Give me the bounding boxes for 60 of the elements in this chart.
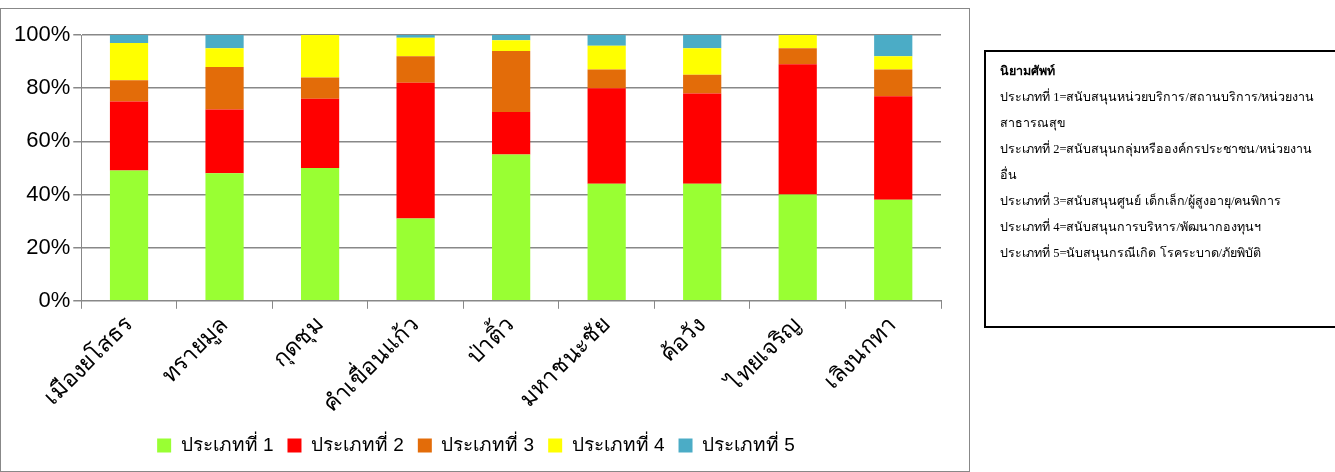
y-tick-label: 100% (13, 21, 71, 47)
bar (778, 48, 817, 65)
bar (492, 40, 531, 51)
bar (874, 56, 913, 70)
bar (683, 183, 722, 301)
bar (109, 101, 149, 171)
bar (396, 35, 435, 38)
text: ประเภทที่ 2=สนับสนุนกลุ่มหรือองค์กรประชาชน/หน่วยงานอื่น (1000, 139, 1313, 184)
y-tick-label: 60% (26, 127, 71, 153)
bar (778, 194, 817, 301)
legend-label: ประเภทที่ 3 (441, 430, 535, 455)
bar (587, 88, 626, 184)
bar (205, 173, 244, 301)
bar (874, 199, 913, 301)
bar (683, 93, 722, 184)
bar (205, 48, 244, 67)
legend-label: ประเภทที่ 1 (180, 430, 274, 455)
bar (874, 35, 913, 57)
bar (587, 183, 626, 301)
bar (396, 37, 435, 57)
bar (492, 35, 531, 41)
bar (109, 80, 149, 102)
bar (683, 35, 722, 49)
bar (109, 42, 149, 81)
legend-label: ประเภทที่ 5 (702, 430, 795, 455)
bar (683, 74, 722, 94)
bar (778, 35, 817, 49)
bar (492, 154, 531, 301)
bar (587, 45, 626, 70)
bar (492, 112, 531, 155)
bar (205, 66, 244, 110)
legend-label: ประเภทที่ 4 (571, 430, 665, 455)
y-tick-label: 0% (38, 286, 71, 312)
bar (778, 64, 817, 195)
text: ประเภทที่ 1=สนับสนุนหน่วยบริการ/สถานบริการ/หน่วยงานสาธารณสุข (1000, 87, 1316, 133)
bar (205, 35, 244, 49)
bar (300, 35, 340, 78)
bar (396, 82, 435, 219)
y-tick-label: 80% (26, 74, 71, 100)
bar (492, 50, 531, 113)
text: ประเภทที่ 4=สนับสนุนการบริหาร/พัฒนากองทุนฯ (1000, 217, 1262, 237)
bar (874, 69, 913, 97)
bar (205, 109, 244, 174)
bar (300, 77, 340, 99)
text: นิยามศัพท์ (1000, 63, 1056, 80)
bar (109, 170, 149, 301)
bar (874, 96, 913, 200)
bar (396, 56, 435, 83)
y-tick-label: 20% (26, 233, 71, 259)
text: ประเภทที่ 5=นับสนุนกรณีเกิด โรคระบาด/ภัยพิบัติ (1000, 243, 1263, 263)
bar (587, 69, 626, 89)
bar (300, 167, 340, 301)
bar (396, 218, 435, 301)
text: ประเภทที่ 3=สนับสนุนศูนย์ เด็กเล็ก/ผู้สูงอายุ/คนพิการ (1000, 191, 1283, 211)
bar (300, 98, 340, 168)
bar (683, 48, 722, 75)
y-tick-label: 40% (26, 180, 71, 206)
bar (109, 35, 149, 43)
legend-label: ประเภทที่ 2 (310, 430, 404, 455)
bar (587, 35, 626, 46)
